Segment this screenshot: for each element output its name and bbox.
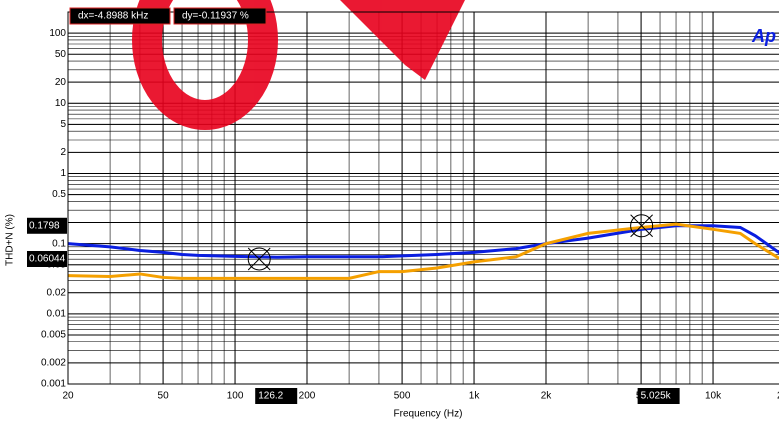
- x-tick-label: 200: [299, 391, 316, 402]
- cursor-marker: [247, 247, 271, 271]
- series-line: [68, 224, 779, 259]
- y-tick-label: 50: [55, 49, 67, 60]
- cursor-circle: [247, 247, 271, 271]
- watermark: [132, 0, 465, 130]
- cursor-marker: [630, 214, 653, 238]
- x-tick-label: 500: [394, 391, 411, 402]
- series-line: [68, 222, 779, 280]
- cursor-y-box: [27, 250, 67, 267]
- delta-x-readout: dx=-4.8988 kHz: [78, 11, 148, 22]
- y-tick-label: 2: [60, 147, 66, 158]
- delta-y-readout: dy=-0.11937 %: [182, 11, 249, 22]
- x-tick-label: 20k: [777, 391, 779, 402]
- readout-box: [173, 7, 267, 25]
- cursor-x-box: [637, 388, 680, 404]
- watermark-stroke: [340, 0, 465, 80]
- y-tick-label: 0.01: [47, 308, 67, 319]
- y-tick-label: 0.001: [41, 379, 66, 390]
- y-tick-label: 5: [60, 119, 66, 130]
- x-tick-label: 20: [62, 391, 74, 402]
- cursor-x-label: 5.025k: [641, 391, 672, 402]
- y-tick-label: 0.005: [41, 330, 66, 341]
- cursor-y-label: 0.1798: [29, 220, 60, 231]
- cursor-y-box: [27, 217, 67, 234]
- y-tick-label: 0.002: [41, 358, 66, 369]
- y-tick-label: 0.1: [52, 238, 66, 249]
- x-tick-label: 10k: [705, 391, 722, 402]
- y-tick-label: 0.02: [47, 287, 67, 298]
- x-axis-title: Frequency (Hz): [394, 409, 463, 420]
- y-tick-label: 20: [55, 77, 67, 88]
- y-tick-label: 0.5: [52, 189, 66, 200]
- readout-box: [69, 7, 171, 25]
- plot-frame: [67, 11, 779, 385]
- x-tick-label: 2k: [541, 391, 553, 402]
- cursor-y-label: 0.06044: [29, 254, 66, 265]
- cursor-circle: [630, 214, 654, 238]
- y-tick-label: 100: [49, 28, 66, 39]
- cursor-x-box: [255, 388, 298, 404]
- y-tick-label: 1: [60, 168, 66, 179]
- watermark-ring: [132, 0, 278, 130]
- logo: Ap: [751, 26, 776, 46]
- x-tick-label: 50: [158, 391, 170, 402]
- y-tick-label: 10: [55, 98, 67, 109]
- x-tick-label: 1k: [469, 391, 481, 402]
- cursor-x-label: 126.2: [258, 391, 283, 402]
- x-tick-label: 100: [227, 391, 244, 402]
- y-axis-title: THD+N (%): [5, 214, 16, 266]
